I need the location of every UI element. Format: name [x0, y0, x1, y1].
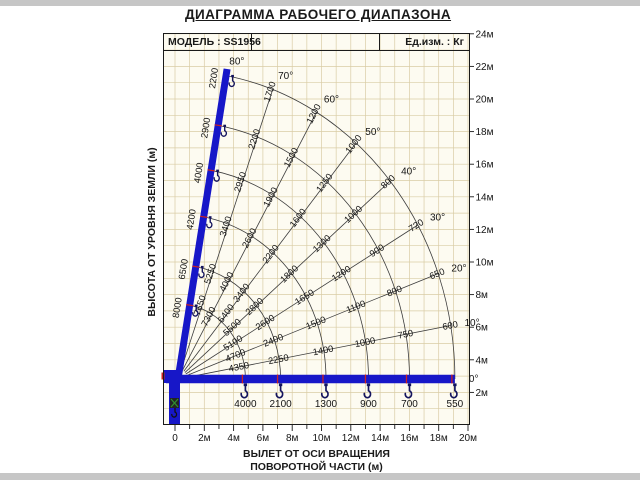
model-label: МОДЕЛЬ : SS1956	[168, 36, 261, 48]
angle-value-labels: 0° 10° 20° 30° 40° 50° 60° 70° 80°	[229, 56, 479, 385]
capacity-label: 4350	[228, 360, 250, 374]
capacity-label: 550	[447, 399, 464, 410]
capacity-label: 2900	[199, 117, 212, 139]
x-axis-label-line1: ВЫЛЕТ ОТ ОСИ ВРАЩЕНИЯ	[243, 448, 390, 460]
capacity-label: 6500	[177, 258, 190, 280]
chart-frame: МОДЕЛЬ : SS1956 Ед.изм. : Кг	[163, 33, 470, 425]
angle-label: 10°	[465, 318, 480, 329]
units-label: Ед.изм. : Кг	[405, 36, 464, 48]
x-tick-label: 6м	[257, 433, 270, 444]
x-tick-label: 2м	[198, 433, 211, 444]
capacity-label: 8000	[171, 297, 184, 319]
x-tick-label: 14м	[371, 433, 389, 444]
capacity-label: 2100	[269, 399, 292, 410]
height-tick-label: 2м	[476, 388, 489, 399]
top-letterbox-bar	[0, 0, 640, 6]
x-tick-label: 4м	[227, 433, 240, 444]
capacity-label: 1300	[315, 399, 338, 410]
hook-icons	[192, 74, 458, 399]
angle-label: 40°	[401, 167, 416, 178]
crane-booms	[166, 68, 455, 384]
height-tick-label: 18м	[476, 127, 494, 138]
height-tick-label: 6м	[476, 323, 489, 334]
capacity-label: 700	[401, 399, 418, 410]
x-tick-label: 10м	[313, 433, 331, 444]
angle-label: 50°	[365, 127, 380, 138]
height-tick-label: 20м	[476, 95, 494, 106]
x-axis-ticks: 0 2м 4м 6м 8м 10м 12м 14м 16м 18м 20м	[172, 425, 477, 444]
angle-label: 60°	[324, 95, 339, 106]
x-axis-label: ВЫЛЕТ ОТ ОСИ ВРАЩЕНИЯ ПОВОРОТНОЙ ЧАСТИ (…	[163, 448, 470, 473]
grid-lines	[164, 33, 469, 424]
x-tick-label: 8м	[286, 433, 299, 444]
x-tick-label: 16м	[400, 433, 418, 444]
capacity-label: 750	[397, 328, 414, 341]
y-axis-label: ВЫСОТА ОТ УРОВНЯ ЗЕМЛИ (м)	[146, 147, 158, 317]
height-tick-label: 14м	[476, 192, 494, 203]
capacity-label: 2200	[207, 67, 220, 89]
angle-label: 30°	[430, 213, 445, 224]
height-scale-right: 2м 4м 6м 8м 10м 12м 14м 16м 18м 20м 22м 24м	[470, 29, 494, 399]
angle-label: 0°	[469, 374, 479, 385]
height-tick-label: 24м	[476, 29, 494, 40]
capacity-label: 1000	[354, 335, 376, 349]
crane-base	[161, 370, 180, 425]
x-tick-label: 12м	[342, 433, 360, 444]
capacity-label: 600	[442, 319, 459, 332]
height-tick-label: 16м	[476, 160, 494, 171]
x-tick-label: 20м	[459, 433, 477, 444]
height-tick-label: 12м	[476, 225, 494, 236]
x-tick-label: 18м	[430, 433, 448, 444]
angle-label: 80°	[229, 56, 244, 67]
height-tick-label: 22м	[476, 62, 494, 73]
height-tick-label: 8м	[476, 290, 489, 301]
chart-header-row: МОДЕЛЬ : SS1956 Ед.изм. : Кг	[164, 34, 469, 51]
capacity-label: 4000	[234, 399, 257, 410]
bottom-letterbox-bar	[0, 473, 640, 480]
capacity-label: 900	[360, 399, 377, 410]
x-axis-label-line2: ПОВОРОТНОЙ ЧАСТИ (м)	[250, 460, 383, 473]
capacity-label: 4000	[192, 162, 205, 184]
angle-label: 20°	[451, 264, 466, 275]
angle-label: 70°	[278, 71, 293, 82]
header-divider	[379, 34, 380, 50]
capacity-label: 1400	[312, 344, 334, 358]
page-title: ДИАГРАММА РАБОЧЕГО ДИАПАЗОНА	[150, 7, 486, 22]
capacity-label: 4200	[185, 208, 198, 230]
x-tick-label: 0	[172, 433, 178, 444]
boom-angle-lines	[180, 89, 451, 378]
height-tick-label: 4м	[476, 355, 489, 366]
capacity-label: 2250	[267, 352, 289, 366]
height-tick-label: 10м	[476, 258, 494, 269]
page-title-text: ДИАГРАММА РАБОЧЕГО ДИАПАЗОНА	[184, 7, 452, 22]
header-divider	[251, 34, 252, 50]
